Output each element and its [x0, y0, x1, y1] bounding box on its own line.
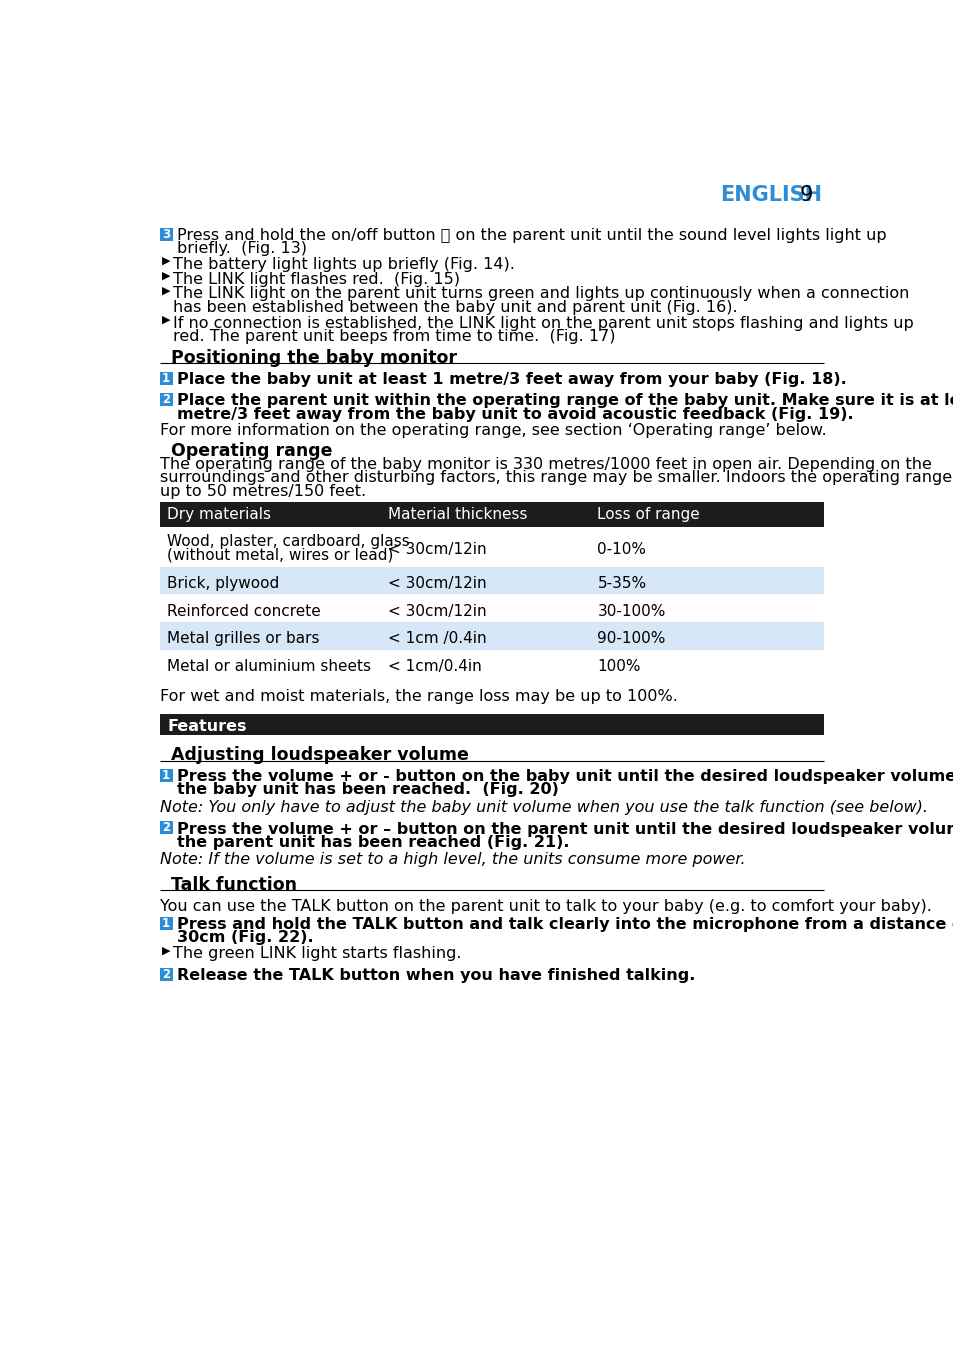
Text: 30-100%: 30-100% [597, 604, 665, 619]
Text: 90-100%: 90-100% [597, 631, 665, 646]
Text: Note: You only have to adjust the baby unit volume when you use the talk functio: Note: You only have to adjust the baby u… [159, 800, 926, 815]
Text: Metal or aluminium sheets: Metal or aluminium sheets [167, 659, 371, 674]
Text: Press the volume + or - button on the baby unit until the desired loudspeaker vo: Press the volume + or - button on the ba… [176, 769, 953, 784]
Text: red. The parent unit beeps from time to time.  (Fig. 17): red. The parent unit beeps from time to … [173, 329, 616, 344]
Text: Brick, plywood: Brick, plywood [167, 575, 279, 590]
Text: Metal grilles or bars: Metal grilles or bars [167, 631, 319, 646]
Text: ENGLISH: ENGLISH [720, 184, 821, 204]
Text: 0-10%: 0-10% [597, 542, 646, 556]
FancyBboxPatch shape [159, 623, 823, 650]
FancyBboxPatch shape [159, 917, 172, 930]
FancyBboxPatch shape [159, 502, 823, 527]
Text: the parent unit has been reached (Fig. 21).: the parent unit has been reached (Fig. 2… [176, 834, 569, 850]
Text: 1: 1 [162, 769, 170, 781]
Text: < 30cm/12in: < 30cm/12in [388, 604, 486, 619]
Text: Press the volume + or – button on the parent unit until the desired loudspeaker : Press the volume + or – button on the pa… [176, 822, 953, 837]
Text: The operating range of the baby monitor is 330 metres/1000 feet in open air. Dep: The operating range of the baby monitor … [159, 458, 930, 473]
FancyBboxPatch shape [159, 567, 823, 594]
Text: 2: 2 [162, 822, 170, 834]
Text: Place the parent unit within the operating range of the baby unit. Make sure it : Place the parent unit within the operati… [176, 394, 953, 409]
Text: ▶: ▶ [161, 314, 170, 325]
Text: has been established between the baby unit and parent unit (Fig. 16).: has been established between the baby un… [173, 299, 738, 314]
Text: up to 50 metres/150 feet.: up to 50 metres/150 feet. [159, 483, 365, 498]
Text: 5-35%: 5-35% [597, 575, 646, 590]
Text: Reinforced concrete: Reinforced concrete [167, 604, 321, 619]
FancyBboxPatch shape [159, 714, 823, 735]
Text: Material thickness: Material thickness [388, 506, 527, 521]
Text: 9: 9 [799, 184, 812, 204]
Text: The LINK light on the parent unit turns green and lights up continuously when a : The LINK light on the parent unit turns … [173, 287, 909, 302]
Text: 2: 2 [162, 968, 170, 980]
Text: Features: Features [167, 719, 247, 734]
Text: You can use the TALK button on the parent unit to talk to your baby (e.g. to com: You can use the TALK button on the paren… [159, 899, 930, 914]
Text: < 30cm/12in: < 30cm/12in [388, 575, 486, 590]
FancyBboxPatch shape [159, 227, 172, 241]
Text: The LINK light flashes red.  (Fig. 15): The LINK light flashes red. (Fig. 15) [173, 272, 460, 287]
Text: Loss of range: Loss of range [597, 506, 700, 521]
Text: Release the TALK button when you have finished talking.: Release the TALK button when you have fi… [176, 968, 694, 983]
Text: The green LINK light starts flashing.: The green LINK light starts flashing. [173, 946, 461, 961]
FancyBboxPatch shape [159, 769, 172, 783]
Text: ▶: ▶ [161, 271, 170, 280]
Text: For wet and moist materials, the range loss may be up to 100%.: For wet and moist materials, the range l… [159, 689, 677, 704]
Text: ▶: ▶ [161, 286, 170, 295]
Text: Wood, plaster, cardboard, glass: Wood, plaster, cardboard, glass [167, 535, 410, 550]
Text: Talk function: Talk function [171, 876, 297, 894]
Text: Adjusting loudspeaker volume: Adjusting loudspeaker volume [171, 746, 469, 764]
Text: surroundings and other disturbing factors, this range may be smaller. Indoors th: surroundings and other disturbing factor… [159, 470, 953, 486]
FancyBboxPatch shape [159, 822, 172, 834]
Text: briefly.  (Fig. 13): briefly. (Fig. 13) [176, 241, 306, 256]
Text: Positioning the baby monitor: Positioning the baby monitor [171, 349, 456, 367]
Text: For more information on the operating range, see section ‘Operating range’ below: For more information on the operating ra… [159, 422, 825, 437]
Text: 30cm (Fig. 22).: 30cm (Fig. 22). [176, 930, 313, 945]
Text: < 1cm/0.4in: < 1cm/0.4in [388, 659, 481, 674]
Text: Dry materials: Dry materials [167, 506, 271, 521]
FancyBboxPatch shape [159, 393, 172, 406]
Text: Place the baby unit at least 1 metre/3 feet away from your baby (Fig. 18).: Place the baby unit at least 1 metre/3 f… [176, 372, 845, 387]
FancyBboxPatch shape [159, 371, 172, 385]
Text: Press and hold the TALK button and talk clearly into the microphone from a dista: Press and hold the TALK button and talk … [176, 917, 953, 932]
Text: Note: If the volume is set to a high level, the units consume more power.: Note: If the volume is set to a high lev… [159, 853, 744, 868]
FancyBboxPatch shape [159, 968, 172, 980]
Text: ▶: ▶ [161, 256, 170, 265]
Text: 100%: 100% [597, 659, 640, 674]
Text: 1: 1 [162, 917, 170, 930]
FancyBboxPatch shape [159, 594, 823, 623]
Text: < 1cm /0.4in: < 1cm /0.4in [388, 631, 486, 646]
Text: 2: 2 [162, 393, 170, 406]
Text: ▶: ▶ [161, 945, 170, 955]
FancyBboxPatch shape [159, 650, 823, 677]
Text: 1: 1 [162, 371, 170, 385]
Text: Press and hold the on/off button ⏻ on the parent unit until the sound level ligh: Press and hold the on/off button ⏻ on th… [176, 227, 885, 242]
Text: Operating range: Operating range [171, 441, 333, 460]
Text: The battery light lights up briefly (Fig. 14).: The battery light lights up briefly (Fig… [173, 257, 515, 272]
Text: (without metal, wires or lead): (without metal, wires or lead) [167, 547, 394, 562]
Text: < 30cm/12in: < 30cm/12in [388, 542, 486, 556]
Text: the baby unit has been reached.  (Fig. 20): the baby unit has been reached. (Fig. 20… [176, 783, 558, 798]
Text: If no connection is established, the LINK light on the parent unit stops flashin: If no connection is established, the LIN… [173, 315, 913, 330]
Text: 3: 3 [162, 227, 170, 241]
Text: metre/3 feet away from the baby unit to avoid acoustic feedback (Fig. 19).: metre/3 feet away from the baby unit to … [176, 406, 852, 421]
FancyBboxPatch shape [159, 527, 823, 567]
